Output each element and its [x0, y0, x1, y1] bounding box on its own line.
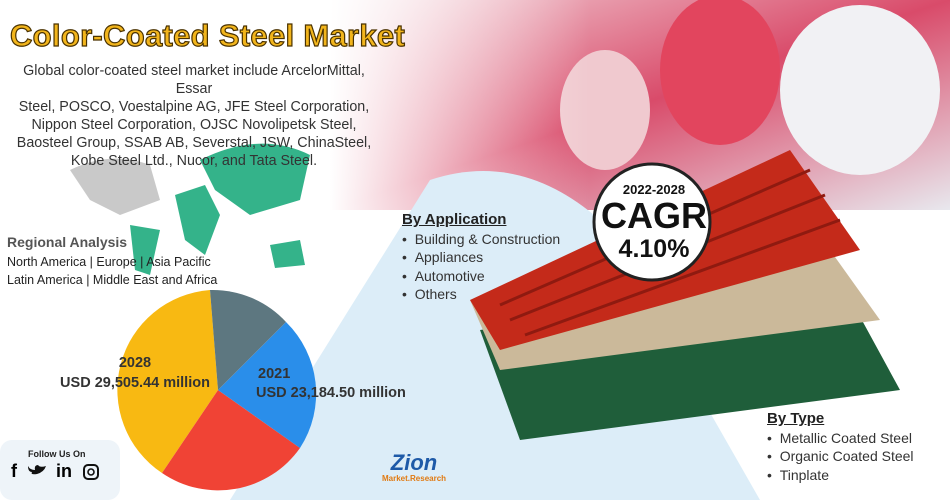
pie [117, 289, 317, 491]
cagr-badge [592, 162, 712, 282]
cagr-value: 4.10% [618, 235, 690, 263]
value: USD 23,184.50 million [256, 385, 406, 401]
cagr-period: 2022-2028 [622, 182, 686, 197]
logo-name: Zion [390, 450, 438, 475]
logo-sub: Market.Research [382, 474, 447, 483]
market-2021: 2021 USD 23,184.50 million [248, 366, 423, 401]
value: USD 29,505.44 million [60, 375, 210, 391]
year: 2021 [258, 366, 291, 382]
description-line: Global color-coated steel market include… [23, 63, 365, 97]
by-type: By Type Metallic Coated Steel Organic Co… [767, 410, 914, 484]
by-application: By Application Building & Construction A… [402, 211, 560, 304]
list-item: Building & Construction [402, 230, 561, 249]
world-map [70, 143, 310, 275]
regional-analysis: Regional Analysis North America | Europe… [7, 233, 217, 289]
list-item: Others [402, 285, 560, 304]
facebook-icon[interactable]: f [11, 461, 17, 481]
description: Global color-coated steel market include… [8, 62, 380, 170]
list-item: Tinplate [767, 466, 914, 485]
cagr-label: CAGR [601, 195, 707, 236]
heading: By Application [402, 211, 507, 228]
list-item: Automotive [402, 267, 560, 286]
logo: Zion Market.Research [382, 450, 447, 484]
social-box [0, 440, 120, 500]
list-item: Organic Coated Steel [767, 447, 914, 466]
follow-label: Follow Us On [28, 449, 86, 459]
linkedin-icon[interactable]: in [56, 461, 72, 481]
region-line: North America | Europe | Asia Pacific [7, 255, 211, 269]
cagr: 2022-2028 CAGR 4.10% [596, 170, 712, 264]
heading: By Type [767, 410, 825, 427]
description-line: Steel, POSCO, Voestalpine AG, JFE Steel … [18, 99, 370, 115]
twitter-icon[interactable] [28, 465, 46, 475]
list-item: Metallic Coated Steel [767, 429, 914, 448]
description-line: Baosteel Group, SSAB AB, Severstal, JSW,… [16, 135, 372, 151]
region-line: Latin America | Middle East and Africa [7, 273, 218, 287]
instagram-icon[interactable] [83, 464, 99, 480]
description-line: Kobe Steel Ltd., Nucor, and Tata Steel. [70, 153, 318, 169]
heading: Regional Analysis [7, 234, 128, 250]
list-item: Appliances [402, 248, 560, 267]
market-2028: 2028 USD 29,505.44 million [40, 355, 230, 391]
title: Color-Coated Steel Market [9, 17, 406, 53]
year: 2028 [118, 355, 152, 371]
description-line: Nippon Steel Corporation, OJSC Novolipet… [31, 117, 357, 133]
